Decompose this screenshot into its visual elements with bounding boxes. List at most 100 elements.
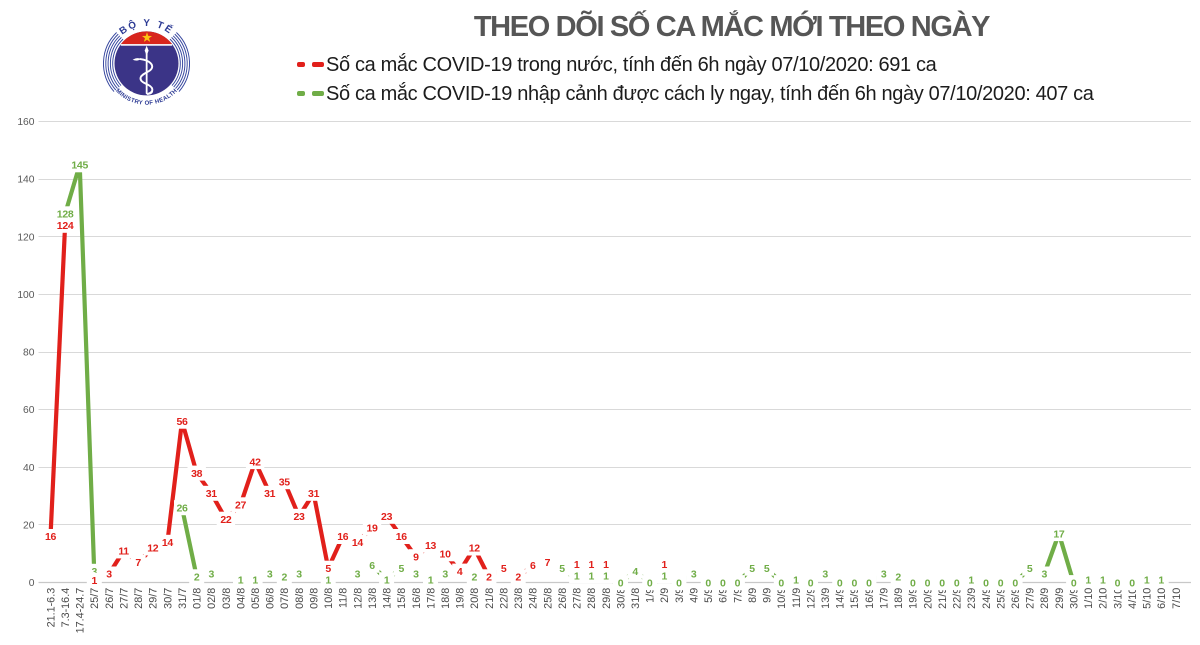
svg-text:30/9: 30/9: [1069, 588, 1081, 609]
svg-text:13/8: 13/8: [367, 588, 379, 609]
svg-text:38: 38: [191, 468, 203, 480]
svg-text:20/8: 20/8: [469, 588, 481, 609]
svg-text:0: 0: [998, 577, 1004, 589]
svg-text:5: 5: [501, 563, 507, 575]
svg-text:08/8: 08/8: [294, 588, 306, 609]
svg-text:128: 128: [57, 209, 74, 221]
svg-text:0: 0: [29, 578, 35, 589]
svg-text:4: 4: [457, 566, 463, 578]
svg-text:42: 42: [250, 456, 262, 468]
svg-text:0: 0: [983, 577, 989, 589]
svg-text:9/9: 9/9: [762, 588, 774, 603]
svg-text:0: 0: [720, 577, 726, 589]
svg-text:30/7: 30/7: [162, 588, 174, 609]
svg-text:124: 124: [57, 220, 74, 232]
svg-text:1: 1: [252, 574, 258, 586]
svg-text:31: 31: [308, 488, 320, 500]
svg-text:23/8: 23/8: [513, 588, 525, 609]
svg-text:21/8: 21/8: [484, 588, 496, 609]
svg-text:26/7: 26/7: [104, 588, 116, 609]
svg-text:25/8: 25/8: [542, 588, 554, 609]
svg-text:0: 0: [866, 577, 872, 589]
svg-text:0: 0: [1115, 577, 1121, 589]
svg-text:1: 1: [238, 574, 244, 586]
svg-text:09/8: 09/8: [309, 588, 321, 609]
svg-text:28/7: 28/7: [133, 588, 145, 609]
svg-text:5: 5: [559, 563, 565, 575]
svg-text:1: 1: [1144, 574, 1150, 586]
svg-text:7.3-16.4: 7.3-16.4: [60, 588, 72, 628]
svg-text:0: 0: [778, 577, 784, 589]
svg-text:17/8: 17/8: [425, 588, 437, 609]
svg-text:01/8: 01/8: [192, 588, 204, 609]
svg-text:31: 31: [264, 488, 276, 500]
svg-text:5/10: 5/10: [1142, 588, 1154, 609]
svg-text:60: 60: [23, 405, 35, 416]
svg-text:29/7: 29/7: [148, 588, 160, 609]
svg-text:17.4-24.7: 17.4-24.7: [75, 588, 87, 634]
svg-text:24/8: 24/8: [528, 588, 540, 609]
svg-text:25/9: 25/9: [995, 588, 1007, 609]
svg-text:5: 5: [764, 563, 770, 575]
svg-text:29/8: 29/8: [601, 588, 613, 609]
svg-text:6/9: 6/9: [718, 588, 730, 603]
svg-text:15/8: 15/8: [396, 588, 408, 609]
svg-text:26: 26: [176, 502, 188, 514]
svg-text:07/8: 07/8: [279, 588, 291, 609]
svg-text:23: 23: [293, 511, 305, 523]
svg-text:5: 5: [1027, 563, 1033, 575]
svg-text:19: 19: [366, 523, 378, 535]
svg-text:10/9: 10/9: [776, 588, 788, 609]
svg-text:27/8: 27/8: [572, 588, 584, 609]
svg-text:20/9: 20/9: [922, 588, 934, 609]
svg-text:12/9: 12/9: [805, 588, 817, 609]
svg-text:2: 2: [194, 572, 200, 584]
svg-text:06/8: 06/8: [265, 588, 277, 609]
svg-text:3/9: 3/9: [674, 588, 686, 603]
svg-text:19/9: 19/9: [908, 588, 920, 609]
svg-text:0: 0: [676, 577, 682, 589]
svg-text:19/8: 19/8: [455, 588, 467, 609]
svg-text:6: 6: [369, 560, 375, 572]
svg-text:1: 1: [662, 559, 668, 571]
svg-text:16/9: 16/9: [864, 588, 876, 609]
svg-text:7: 7: [545, 557, 551, 569]
svg-text:17/9: 17/9: [879, 588, 891, 609]
svg-text:16/8: 16/8: [411, 588, 423, 609]
svg-text:2: 2: [282, 572, 288, 584]
svg-text:16: 16: [45, 531, 57, 543]
svg-text:1: 1: [325, 574, 331, 586]
svg-text:0: 0: [925, 577, 931, 589]
svg-text:17: 17: [1053, 528, 1065, 540]
svg-text:6: 6: [530, 560, 536, 572]
svg-text:18/8: 18/8: [440, 588, 452, 609]
svg-text:10: 10: [440, 549, 452, 561]
svg-text:5: 5: [399, 563, 405, 575]
svg-text:2: 2: [895, 572, 901, 584]
svg-text:4: 4: [632, 566, 638, 578]
svg-text:7/9: 7/9: [732, 588, 744, 603]
svg-text:2: 2: [486, 572, 492, 584]
svg-text:80: 80: [23, 348, 35, 359]
svg-text:22: 22: [220, 514, 232, 526]
svg-text:14/9: 14/9: [835, 588, 847, 609]
svg-text:1: 1: [1100, 574, 1106, 586]
svg-text:03/8: 03/8: [221, 588, 233, 609]
svg-text:27: 27: [235, 500, 247, 512]
svg-text:1: 1: [603, 559, 609, 571]
svg-text:56: 56: [176, 416, 188, 428]
svg-text:160: 160: [17, 117, 34, 128]
svg-text:12/8: 12/8: [352, 588, 364, 609]
svg-text:9: 9: [413, 551, 419, 563]
svg-text:31/7: 31/7: [177, 588, 189, 609]
svg-text:3: 3: [691, 569, 697, 581]
svg-text:12: 12: [469, 543, 481, 555]
svg-text:1: 1: [92, 575, 98, 587]
svg-text:0: 0: [808, 577, 814, 589]
svg-text:7: 7: [135, 557, 141, 569]
svg-text:1: 1: [428, 574, 434, 586]
svg-text:05/8: 05/8: [250, 588, 262, 609]
svg-text:1/10: 1/10: [1083, 588, 1095, 609]
svg-text:22/8: 22/8: [499, 588, 511, 609]
svg-text:2: 2: [515, 572, 521, 584]
